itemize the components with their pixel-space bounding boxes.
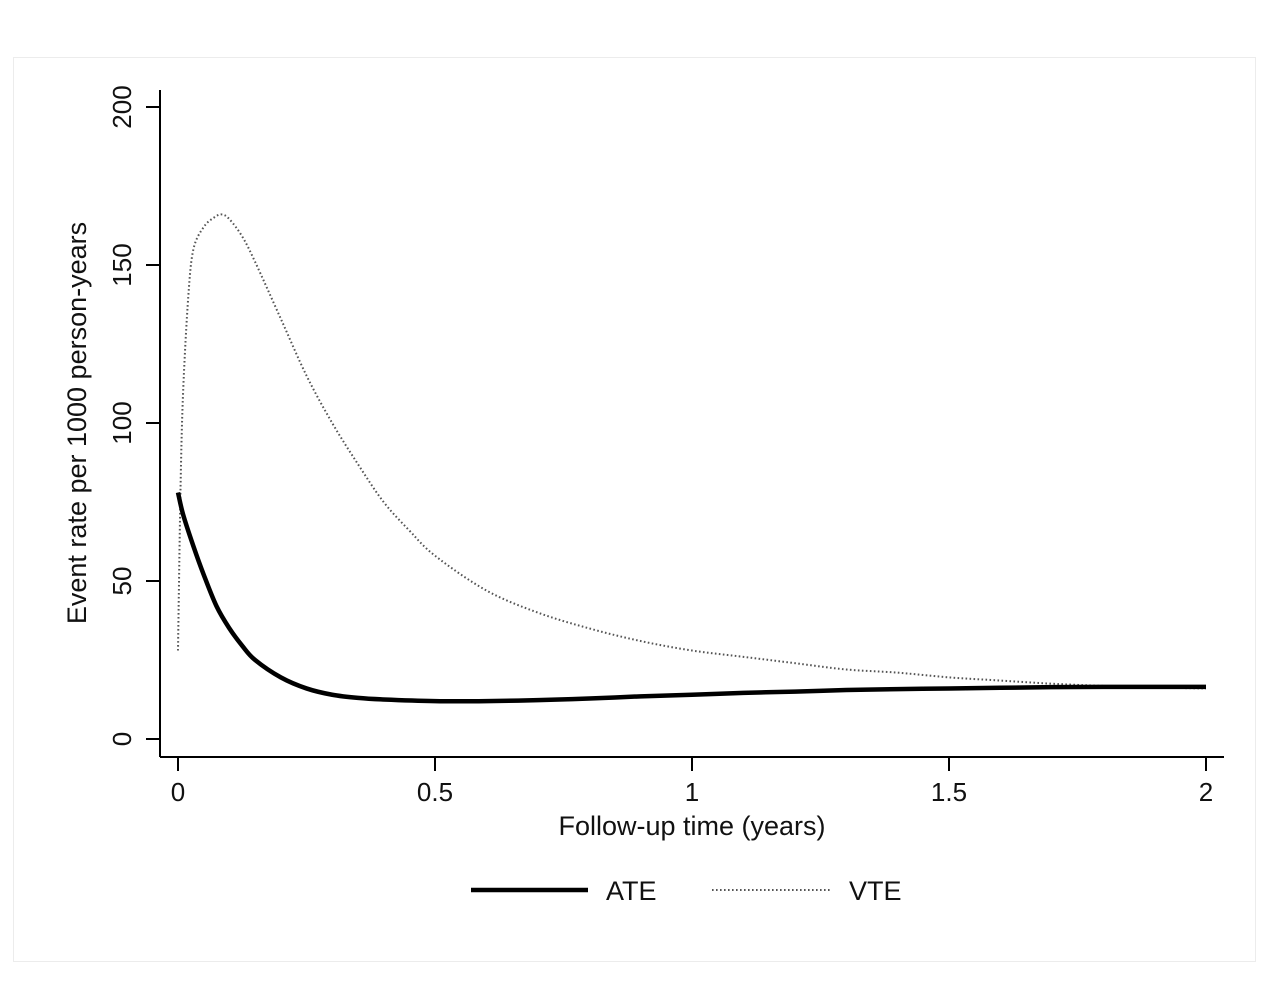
y-tick-label: 150	[107, 243, 137, 286]
y-tick-label: 50	[107, 567, 137, 596]
legend-vte-label: VTE	[849, 876, 902, 906]
series-layer	[175, 213, 1207, 704]
series-line-ate	[175, 492, 1206, 704]
x-ticks: 0 0.5 1 1.5 2	[171, 757, 1213, 807]
y-axis-title: Event rate per 1000 person-years	[62, 222, 92, 624]
x-tick-label: 2	[1199, 777, 1213, 807]
legend-ate-label: ATE	[606, 876, 657, 906]
x-tick-label: 1.5	[931, 777, 967, 807]
x-tick-label: 0.5	[417, 777, 453, 807]
series-line-vte	[177, 213, 1207, 690]
x-tick-label: 0	[171, 777, 185, 807]
x-tick-label: 1	[685, 777, 699, 807]
legend: ATE VTE	[471, 876, 902, 906]
y-tick-label: 0	[107, 732, 137, 746]
y-tick-label: 200	[107, 85, 137, 128]
x-axis-title: Follow-up time (years)	[558, 811, 825, 841]
y-tick-label: 100	[107, 401, 137, 444]
y-ticks: 0 50 100 150 200	[107, 85, 160, 746]
chart-frame	[13, 57, 1256, 962]
